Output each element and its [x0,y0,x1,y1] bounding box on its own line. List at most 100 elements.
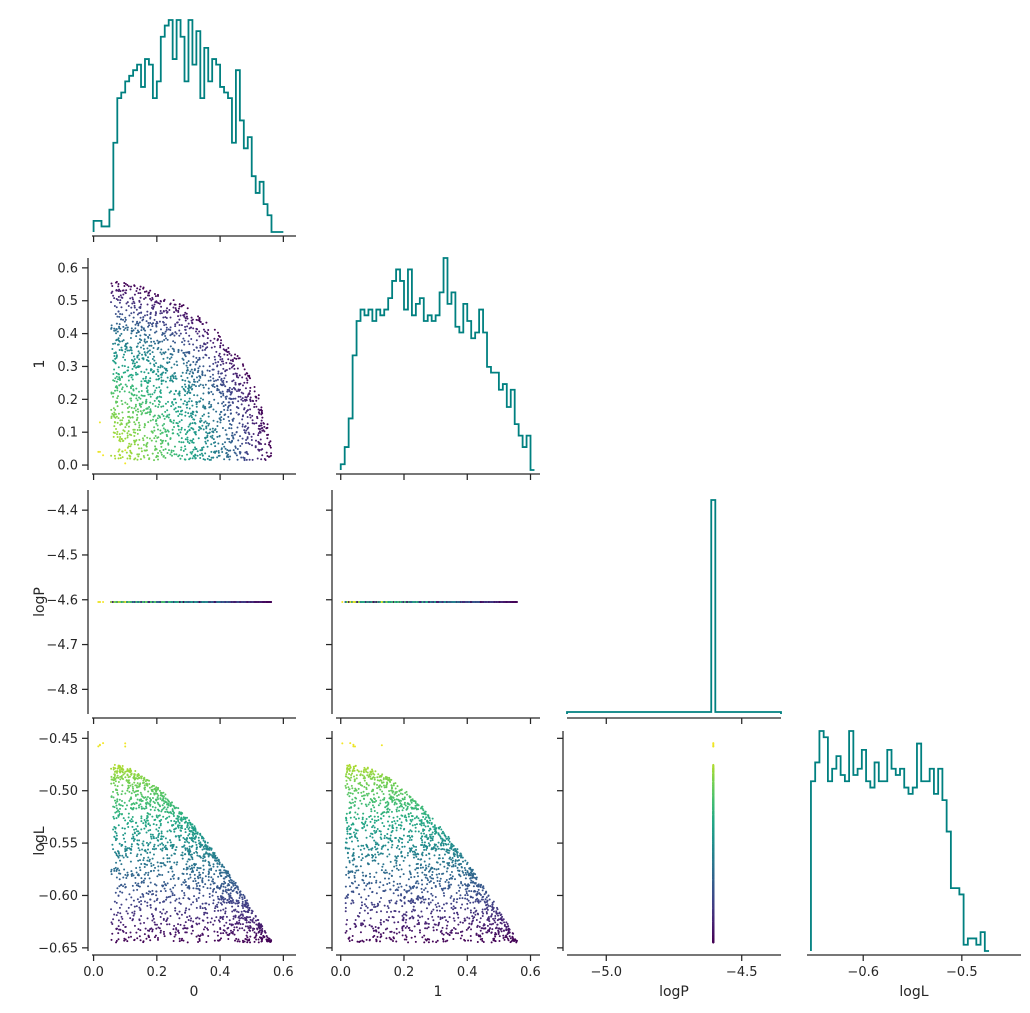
scatter-point-0-vs-logL [125,898,128,901]
scatter-point-0-vs-1 [172,419,175,422]
scatter-point-0-vs-1 [184,311,187,314]
scatter-point-0-vs-1 [219,346,222,349]
scatter-point-0-vs-1 [184,411,187,414]
scatter-point-1-vs-logL [508,935,511,938]
scatter-point-0-vs-1 [184,328,187,331]
scatter-point-0-vs-logL [190,917,193,920]
scatter-point-1-vs-logL [403,888,406,891]
scatter-point-1-vs-logL [380,813,383,816]
scatter-point-0-vs-1 [201,349,204,352]
scatter-point-0-vs-1 [166,409,169,412]
scatter-point-0-vs-logL [198,884,201,887]
scatter-point-1-vs-logL [397,921,400,924]
scatter-point-0-vs-logL [249,935,252,938]
scatter-point-0-vs-1 [148,405,151,408]
scatter-point-0-vs-1 [178,329,181,332]
scatter-point-1-vs-logL [391,869,394,872]
scatter-point-0-vs-1 [118,438,121,441]
scatter-point-0-vs-1 [145,398,148,401]
scatter-point-0-vs-1 [175,410,178,413]
scatter-point-0-vs-logL [156,937,159,940]
scatter-point-1-vs-logL [394,902,397,905]
scatter-point-0-vs-1 [178,334,181,337]
scatter-point-0-vs-logL [140,863,143,866]
scatter-point-0-vs-1 [143,434,146,437]
scatter-point-0-vs-logL [219,874,222,877]
scatter-point-1-vs-logL [374,925,377,928]
scatter-point-0-vs-1 [142,347,145,350]
scatter-point-1-vs-logL [414,801,417,804]
scatter-point-1-vs-logL [353,816,356,819]
scatter-point-1-vs-logL [386,910,389,913]
scatter-point-0-vs-1 [120,349,123,352]
scatter-point-1-vs-logL [449,847,452,850]
scatter-point-0-vs-logL [131,816,134,819]
scatter-point-1-vs-logL [486,908,489,911]
scatter-point-0-vs-1 [174,303,177,306]
scatter-point-1-vs-logL [377,796,380,799]
scatter-point-0-vs-1 [201,447,204,450]
scatter-point-0-vs-logL [201,919,204,922]
scatter-point-0-vs-1 [117,417,120,420]
scatter-point-1-vs-logL [408,847,411,850]
scatter-point-0-vs-logL [154,923,157,926]
scatter-point-0-vs-1 [155,324,158,327]
scatter-point-1-vs-logL [359,865,362,868]
scatter-point-1-vs-logL [352,891,355,894]
scatter-point-1-vs-logL [425,874,428,877]
scatter-point-1-vs-logL [492,917,495,920]
scatter-point-0-vs-1 [154,445,157,448]
scatter-point-1-vs-logL [456,898,459,901]
scatter-point-0-vs-logL [120,863,123,866]
scatter-point-1-vs-logL [363,779,366,782]
scatter-point-0-vs-1 [201,334,204,337]
scatter-point-1-vs-logL [353,874,356,877]
scatter-point-0-vs-1 [113,454,116,457]
scatter-point-0-vs-1 [180,375,183,378]
scatter-point-0-vs-logL [126,789,129,792]
scatter-point-1-vs-logL [352,901,355,904]
scatter-point-0-vs-1 [227,358,230,361]
scatter-point-0-vs-1 [193,380,196,383]
scatter-point-1-vs-logL [414,882,417,885]
scatter-point-1-vs-logL [503,921,506,924]
scatter-point-0-vs-1 [225,380,228,383]
scatter-point-0-vs-1 [236,458,239,461]
scatter-point-1-vs-logL [350,902,353,905]
scatter-point-0-vs-1 [186,392,189,395]
scatter-point-1-vs-logL [464,919,467,922]
scatter-point-0-vs-logL [198,922,201,925]
scatter-point-0-vs-logL [188,908,191,911]
scatter-point-1-vs-logL [446,862,449,865]
scatter-point-1-vs-logL [365,783,368,786]
scatter-point-1-vs-logL [414,826,417,829]
scatter-point-0-vs-logL [227,872,230,875]
scatter-point-0-vs-1 [228,458,231,461]
scatter-point-0-vs-1 [175,309,178,312]
scatter-point-0-vs-1 [166,386,169,389]
scatter-point-0-vs-1 [126,432,129,435]
scatter-point-0-vs-1 [179,398,182,401]
scatter-point-1-vs-logL [429,819,432,822]
scatter-point-0-vs-1 [126,342,129,345]
scatter-point-0-vs-1 [169,316,172,319]
scatter-point-1-vs-logL [437,868,440,871]
scatter-point-1-vs-logL [442,892,445,895]
scatter-point-1-vs-logL [404,921,407,924]
scatter-point-0-vs-1 [153,429,156,432]
scatter-point-1-vs-logL [450,902,453,905]
scatter-point-1-vs-logL [381,822,384,825]
scatter-point-1-vs-logL [374,841,377,844]
scatter-point-0-vs-logL [140,817,143,820]
scatter-point-0-vs-1 [219,355,222,358]
scatter-point-1-vs-logL [348,861,351,864]
scatter-point-0-vs-1 [187,400,190,403]
scatter-point-0-vs-1 [156,455,159,458]
scatter-point-0-vs-1 [137,350,140,353]
scatter-point-0-vs-logL [113,763,116,766]
scatter-point-0-vs-logL [124,938,127,941]
scatter-point-0-vs-logL [122,837,125,840]
scatter-point-0-vs-1 [197,315,200,318]
scatter-point-0-vs-1 [188,415,191,418]
scatter-point-1-vs-logL [431,915,434,918]
